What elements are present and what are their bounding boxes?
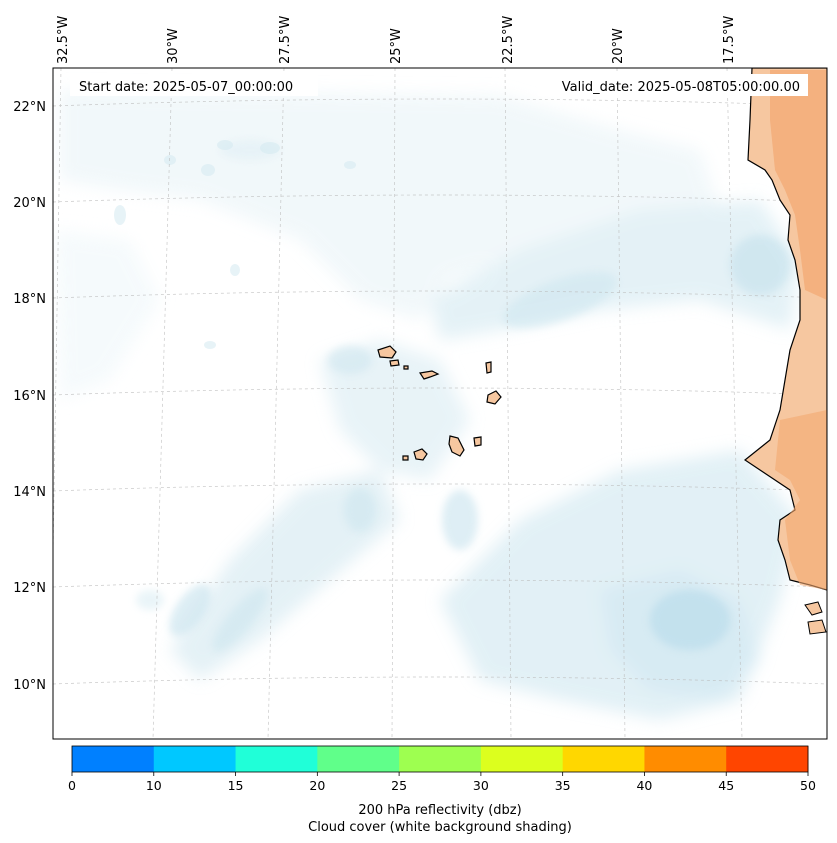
map-frame [52, 67, 828, 740]
island-sal [485, 361, 492, 374]
lat-label-18n: 18°N [13, 292, 46, 307]
colorbar-tick-label: 45 [718, 778, 734, 793]
lon-label-27-5w: 27.5°W [278, 16, 293, 64]
colorbar-segment [399, 746, 482, 772]
cloud-patch [442, 490, 478, 550]
longitude-labels: 32.5°W 30°W 27.5°W 25°W 22.5°W 20°W 17.5… [56, 16, 737, 64]
lon-label-25w: 25°W [389, 28, 404, 64]
lon-gridline [267, 68, 285, 739]
lat-label-10n: 10°N [13, 678, 46, 693]
lat-gridline [53, 483, 827, 492]
land-warm-shading [775, 410, 827, 590]
land-mass [807, 619, 827, 635]
lat-label-12n: 12°N [13, 581, 46, 596]
colorbar-tick-label: 40 [636, 778, 652, 793]
lon-label-22-5w: 22.5°W [501, 16, 516, 64]
lon-gridline [616, 68, 626, 739]
lat-gridline [53, 290, 827, 299]
colorbar-tick-label: 35 [555, 778, 571, 793]
colorbar-segment [726, 746, 809, 772]
island-boa-vista [486, 390, 502, 405]
colorbar-title: 200 hPa reflectivity (dbz) [358, 803, 521, 818]
colorbar-tick-label: 15 [228, 778, 244, 793]
land-warm-shading [770, 70, 827, 300]
colorbar-tick-label: 25 [391, 778, 407, 793]
cloud-patch [344, 488, 376, 532]
island-santo-antao [377, 345, 397, 359]
lon-gridline [152, 68, 173, 739]
lat-gridline [53, 98, 827, 107]
lon-gridline [726, 68, 743, 739]
svg-text:Start date: 2025-05-07_00:00:0: Start date: 2025-05-07_00:00:00 [79, 80, 293, 95]
island-santiago [448, 435, 465, 457]
cloud-patch [212, 588, 268, 652]
gridlines [53, 68, 827, 739]
cloud-band-west [55, 230, 160, 400]
cloud-patch [328, 346, 372, 374]
lon-label-32-5w: 32.5°W [56, 16, 71, 64]
lon-gridline [504, 68, 512, 739]
island-maio [473, 436, 482, 447]
cloud-patch [503, 272, 617, 328]
lat-gridline [53, 194, 827, 203]
lon-gridline [391, 68, 396, 739]
lat-gridline [53, 579, 827, 588]
lat-label-22n: 22°N [13, 100, 46, 115]
start-date-stamp: Start date: 2025-05-07_00:00:00 [70, 74, 318, 96]
land-mass [804, 601, 823, 616]
colorbar-ticks: 0 10 15 20 25 30 35 40 45 50 [68, 772, 816, 793]
lon-label-30w: 30°W [166, 28, 181, 64]
cape-verde-islands [377, 345, 502, 461]
island-sao-vicente [389, 359, 400, 367]
lat-gridline [53, 387, 827, 396]
colorbar-segment [562, 746, 645, 772]
island-brava [402, 455, 409, 461]
colorbar-segment [72, 746, 155, 772]
cloud-cover-shading [55, 90, 800, 720]
africa-coast [743, 68, 827, 635]
colorbar-segment [235, 746, 318, 772]
cloud-patch [650, 590, 730, 650]
cloud-patch [730, 235, 790, 295]
lon-label-17-5w: 17.5°W [722, 16, 737, 64]
colorbar-subtitle: Cloud cover (white background shading) [308, 820, 572, 835]
lat-label-16n: 16°N [13, 389, 46, 404]
map-plot-area: Start date: 2025-05-07_00:00:00 Valid_da… [53, 68, 827, 739]
island-santa-luzia [403, 365, 409, 370]
colorbar-tick-label: 50 [800, 778, 816, 793]
latitude-labels: 22°N 20°N 18°N 16°N 14°N 12°N 10°N [13, 100, 46, 693]
colorbar: 0 10 15 20 25 30 35 40 45 50 200 hPa reflectivity… [68, 745, 816, 835]
colorbar-segment [644, 746, 727, 772]
colorbar-segments [72, 746, 809, 772]
cloud-patch [136, 590, 164, 610]
colorbar-frame [71, 745, 809, 773]
valid-date-stamp: Valid_date: 2025-05-08T05:00:00.00 [538, 74, 808, 96]
colorbar-tick-label: 0 [68, 778, 76, 793]
lat-gridline [53, 676, 827, 685]
colorbar-segment [317, 746, 400, 772]
lat-label-14n: 14°N [13, 485, 46, 500]
colorbar-tick-label: 30 [473, 778, 489, 793]
lon-label-20w: 20°W [611, 28, 626, 64]
colorbar-segment [480, 746, 564, 772]
colorbar-tick-label: 10 [146, 778, 162, 793]
svg-text:Valid_date: 2025-05-08T05:00:0: Valid_date: 2025-05-08T05:00:00.00 [562, 80, 800, 95]
lat-label-20n: 20°N [13, 196, 46, 211]
colorbar-tick-label: 20 [309, 778, 325, 793]
cloud-patch [169, 584, 211, 636]
island-sao-nicolau [418, 370, 440, 380]
island-fogo [413, 448, 428, 461]
colorbar-segment [153, 746, 237, 772]
